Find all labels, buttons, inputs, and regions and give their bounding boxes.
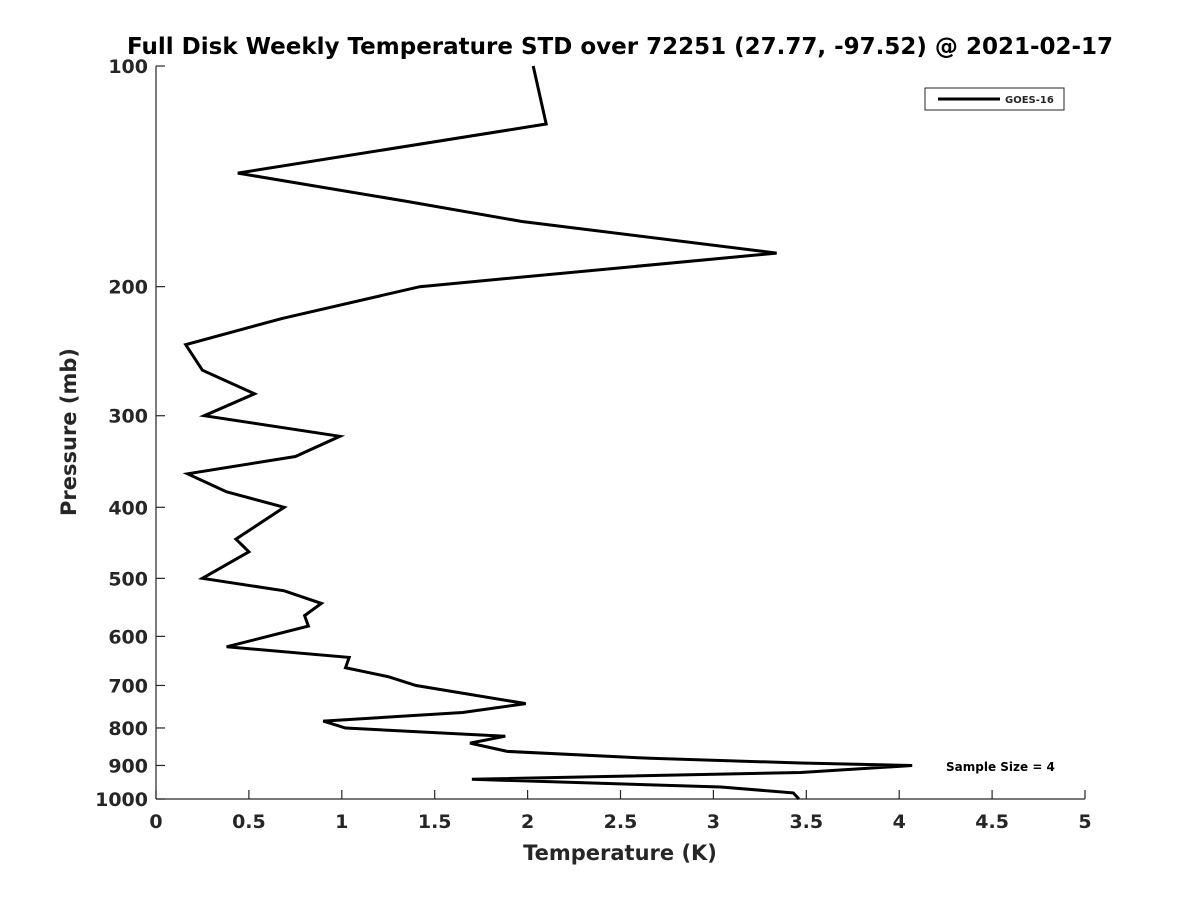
- legend: GOES-16: [925, 88, 1064, 110]
- legend-label-goes-16: GOES-16: [1005, 95, 1054, 106]
- y-tick-label: 400: [108, 497, 148, 519]
- y-tick-label: 300: [108, 406, 148, 428]
- y-tick-label: 700: [108, 675, 148, 697]
- x-tick-label: 4: [893, 811, 906, 833]
- axes: [156, 66, 1085, 799]
- x-tick-label: 0.5: [232, 811, 266, 833]
- x-tick-label: 0: [149, 811, 162, 833]
- y-axis-ticks: 100 200 300 400 500 600 700 800 900 1000: [95, 56, 165, 811]
- y-tick-label: 500: [108, 568, 148, 590]
- x-tick-label: 3: [707, 811, 720, 833]
- x-tick-label: 3.5: [789, 811, 823, 833]
- x-tick-label: 2: [521, 811, 534, 833]
- x-tick-label: 1: [335, 811, 348, 833]
- x-tick-label: 5: [1078, 811, 1091, 833]
- y-tick-label: 1000: [95, 789, 148, 811]
- y-tick-label: 900: [108, 755, 148, 777]
- y-tick-label: 600: [108, 626, 148, 648]
- y-tick-label: 100: [108, 56, 148, 78]
- x-tick-label: 4.5: [975, 811, 1009, 833]
- x-tick-label: 1.5: [418, 811, 452, 833]
- y-tick-label: 200: [108, 277, 148, 299]
- y-tick-label: 800: [108, 718, 148, 740]
- series-group: [186, 66, 913, 799]
- x-axis-label: Temperature (K): [523, 841, 717, 865]
- x-tick-label: 2.5: [604, 811, 638, 833]
- series-line-goes-16: [186, 66, 913, 799]
- x-axis-ticks: 0 0.5 1 1.5 2 2.5 3 3.5 4 4.5 5: [149, 790, 1091, 833]
- y-axis-label: Pressure (mb): [57, 348, 81, 516]
- sample-size-annotation: Sample Size = 4: [946, 760, 1055, 774]
- chart-title: Full Disk Weekly Temperature STD over 72…: [127, 34, 1113, 60]
